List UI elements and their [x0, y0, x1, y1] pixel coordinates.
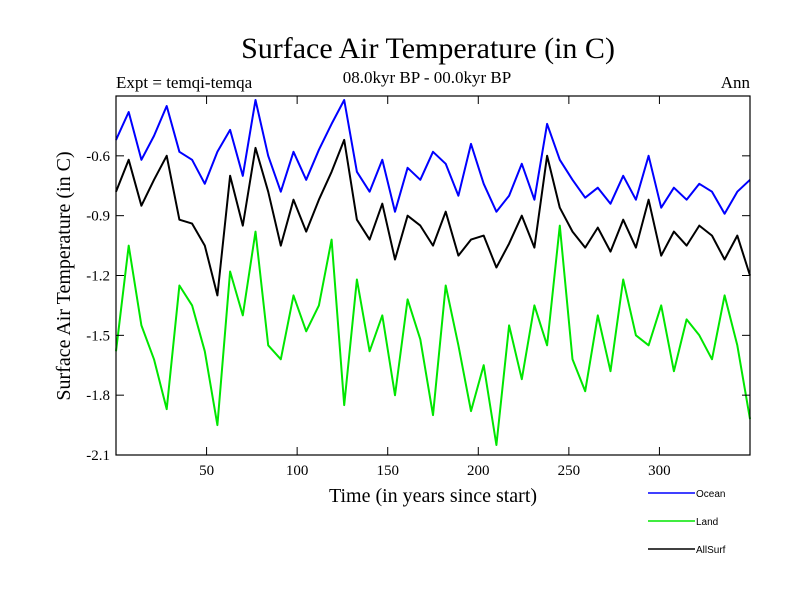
plot-frame [115, 95, 751, 456]
experiment-label: Expt = temqi-temqa [116, 73, 253, 92]
x-tick-label: 300 [648, 463, 671, 479]
y-tick-label: -0.6 [86, 149, 110, 165]
legend-label-allsurf: AllSurf [696, 545, 726, 556]
chart-title: Surface Air Temperature (in C) [241, 32, 615, 65]
legend-label-land: Land [696, 517, 718, 528]
chart-subtitle: 08.0kyr BP - 00.0kyr BP [343, 68, 511, 87]
y-tick-label: -1.8 [86, 388, 110, 404]
plot-area [115, 99, 751, 446]
y-tick-label: -1.5 [86, 328, 110, 344]
y-tick-label: -2.1 [86, 448, 110, 464]
series-line-allsurf [115, 138, 751, 297]
x-tick-label: 50 [199, 463, 214, 479]
x-axis: 50 100 150 200 250 300 [199, 96, 671, 479]
y-axis: -2.1 -1.8 -1.5 -1.2 -0.9 -0.6 [86, 149, 750, 464]
y-tick-label: -0.9 [86, 209, 110, 225]
x-tick-label: 150 [376, 463, 399, 479]
x-axis-label: Time (in years since start) [329, 485, 537, 507]
series-line-land [115, 224, 751, 446]
x-tick-label: 250 [558, 463, 581, 479]
x-tick-label: 100 [286, 463, 309, 479]
series-line-ocean [115, 99, 751, 215]
season-label: Ann [721, 73, 751, 92]
y-axis-label: Surface Air Temperature (in C) [53, 151, 75, 400]
x-tick-label: 200 [467, 463, 490, 479]
y-tick-label: -1.2 [86, 269, 110, 285]
legend: Ocean Land AllSurf [648, 489, 726, 556]
legend-label-ocean: Ocean [696, 489, 725, 500]
